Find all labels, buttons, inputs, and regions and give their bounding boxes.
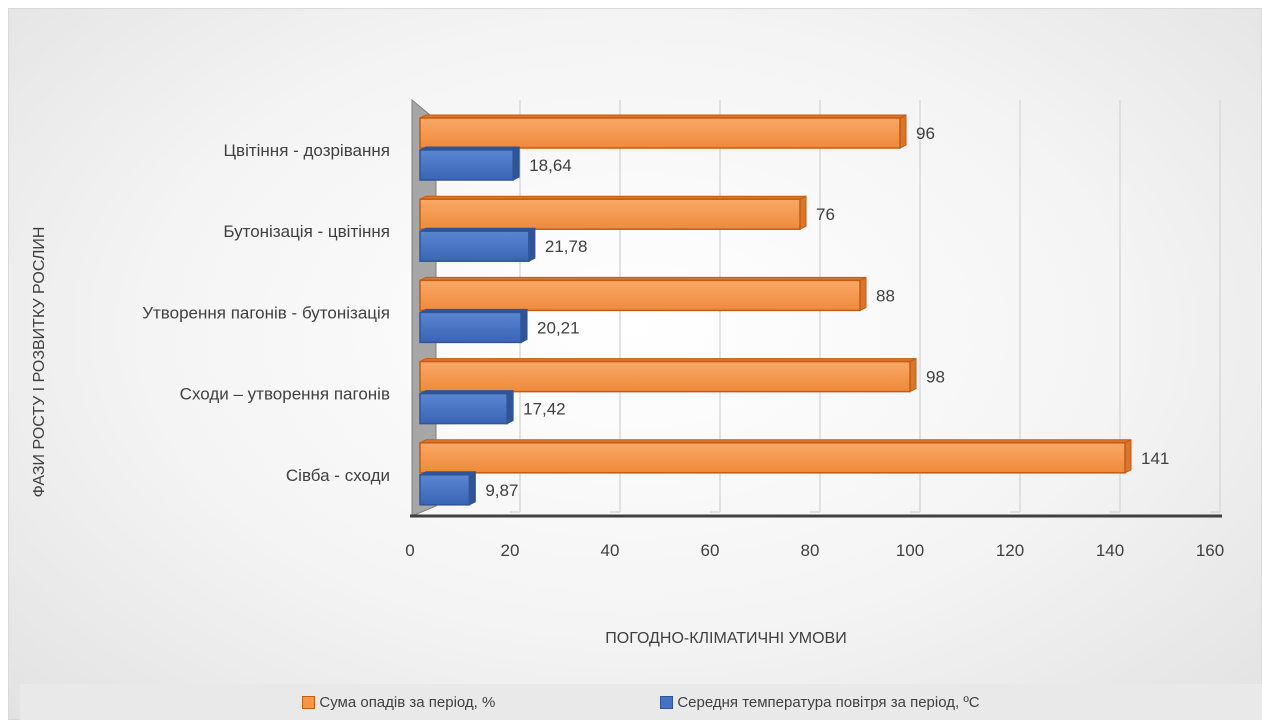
category-label: Сходи – утворення пагонів [180, 385, 390, 404]
bar-side [899, 114, 907, 149]
legend: Сума опадів за період, % Середня темпера… [20, 684, 1262, 720]
bars [419, 114, 1132, 506]
data-label: 18,64 [529, 156, 572, 175]
category-label: Бутонізація - цвітіння [223, 222, 390, 241]
legend-item-temperature: Середня температура повітря за період, º… [660, 693, 980, 711]
legend-item-precipitation: Сума опадів за період, % [302, 694, 495, 711]
bar-temperature [419, 149, 514, 181]
bar-side [859, 276, 867, 312]
legend-label-temperature: Середня температура повітря за період, º… [677, 693, 980, 711]
labels: Цвітіння - дозрівання 96 18,64 Бутонізація … [142, 124, 1224, 560]
tick-label: 80 [801, 541, 820, 560]
data-label: 21,78 [545, 237, 588, 256]
legend-swatch-blue [660, 695, 674, 709]
data-label: 88 [876, 286, 895, 305]
bar-side [468, 470, 476, 506]
bar-temperature [419, 311, 522, 344]
x-axis-title: ПОГОДНО-КЛІМАТИЧНІ УМОВИ [605, 630, 846, 647]
tick-label: 140 [1096, 541, 1124, 560]
tick-label: 0 [405, 541, 414, 560]
tick-label: 160 [1196, 541, 1224, 560]
bar-precipitation [419, 117, 901, 149]
data-label: 9,87 [485, 481, 518, 500]
bar-side [528, 227, 536, 263]
data-label: 20,21 [537, 318, 580, 337]
bar-precipitation [419, 442, 1126, 474]
data-label: 76 [816, 205, 835, 224]
bar-precipitation [419, 198, 801, 230]
bar-side [520, 308, 528, 344]
data-label: 98 [926, 368, 945, 387]
bar-side [909, 357, 917, 393]
category-label: Сівба - сходи [286, 466, 390, 485]
bar-side [799, 195, 807, 231]
category-label: Утворення пагонів - бутонізація [142, 303, 390, 322]
tick-label: 60 [701, 541, 720, 560]
bar-temperature [419, 230, 530, 262]
bar-side [506, 389, 514, 425]
bar-side [1124, 438, 1132, 474]
y-axis-title: ФАЗИ РОСТУ І РОЗВИТКУ РОСЛИН [31, 227, 48, 498]
bar-side [512, 146, 520, 181]
bar-precipitation [419, 360, 911, 393]
tick-label: 20 [501, 541, 520, 560]
tick-label: 100 [896, 541, 924, 560]
data-label: 141 [1141, 449, 1169, 468]
bar-precipitation [419, 279, 861, 312]
legend-swatch-orange [302, 695, 316, 709]
data-label: 96 [916, 124, 935, 143]
bar-temperature [419, 474, 471, 506]
data-label: 17,42 [523, 400, 566, 419]
tick-label: 120 [996, 541, 1024, 560]
tick-label: 40 [601, 541, 620, 560]
legend-label-precipitation: Сума опадів за період, % [319, 693, 496, 711]
bar-temperature [419, 392, 508, 425]
category-label: Цвітіння - дозрівання [223, 141, 390, 160]
